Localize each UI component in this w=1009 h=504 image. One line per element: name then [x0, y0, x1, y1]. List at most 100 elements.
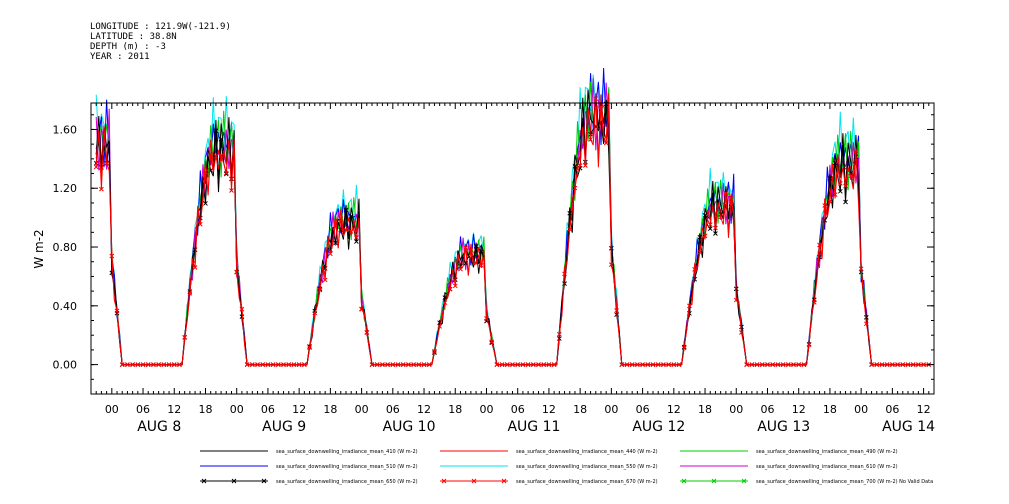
series-marker [863, 315, 869, 320]
series-marker [541, 362, 547, 367]
series-marker [343, 207, 349, 213]
series-marker [354, 239, 359, 244]
series-marker [572, 185, 578, 191]
series-marker [718, 214, 724, 220]
series-marker [515, 362, 521, 367]
x-tick-label: 12 [292, 403, 306, 416]
series-marker [843, 183, 848, 189]
x-tick-label: 18 [198, 403, 212, 416]
series-marker [609, 262, 614, 267]
series-marker [697, 249, 703, 255]
legend-label: sea_surface_downwelling_irradiance_mean_… [516, 479, 658, 485]
series-marker [374, 362, 380, 367]
x-tick-label: 12 [167, 403, 181, 416]
series-marker [135, 362, 141, 367]
series-marker [895, 362, 900, 367]
y-tick-label: 1.60 [53, 123, 78, 136]
series-marker [661, 362, 666, 367]
series-marker [317, 287, 323, 293]
series-line [95, 89, 929, 366]
series-marker [640, 362, 645, 367]
series-marker [432, 348, 437, 354]
series-marker [213, 153, 219, 159]
series-marker [400, 362, 406, 367]
series-marker [629, 362, 635, 367]
series-marker [229, 188, 234, 193]
series-marker [166, 362, 172, 367]
legend-label: sea_surface_downwelling_irradiance_mean_… [516, 464, 658, 470]
legend-marker [201, 478, 207, 484]
series-marker [312, 310, 318, 316]
legend-label: sea_surface_downwelling_irradiance_mean_… [756, 479, 933, 485]
series-line [95, 74, 929, 366]
series-marker [364, 330, 370, 336]
series-marker [156, 362, 162, 367]
series-marker [291, 362, 297, 367]
series-marker [687, 303, 692, 309]
series-marker [785, 362, 791, 367]
series-marker [707, 226, 713, 232]
series-marker [255, 362, 260, 367]
axes: 0.00 0.40 0.80 1.20 1.60 W m-2 00 06 12 18 00 06 12 1… [32, 103, 935, 435]
series-marker [510, 362, 515, 367]
series-marker [614, 308, 619, 313]
x-tick-label: 18 [823, 403, 837, 416]
series-marker [817, 242, 822, 248]
series-marker [551, 362, 557, 367]
x-tick-label: 12 [792, 403, 806, 416]
series-marker [182, 334, 188, 340]
series-marker [260, 362, 266, 367]
series-marker [556, 331, 562, 337]
series-marker [411, 362, 416, 367]
series-marker [452, 283, 458, 289]
series-marker [218, 153, 224, 158]
y-tick-label: 1.20 [53, 182, 78, 195]
series-line [95, 67, 929, 366]
series-marker [296, 362, 302, 367]
x-tick-label: 06 [885, 403, 899, 416]
year-label: YEAR : 2011 [90, 52, 150, 62]
series-marker [832, 160, 838, 166]
x-tick-label: 12 [667, 403, 681, 416]
series-marker [900, 362, 906, 367]
series-marker [780, 362, 786, 367]
series-marker [463, 245, 469, 251]
series-marker [447, 286, 453, 292]
series-marker [837, 181, 843, 186]
series-marker [837, 188, 843, 194]
x-tick-label: 06 [136, 403, 150, 416]
series-marker [588, 137, 593, 142]
series-marker [328, 251, 333, 257]
series-marker [916, 362, 921, 367]
x-tick-label: 00 [230, 403, 244, 416]
x-tick-label: 00 [105, 403, 119, 416]
x-tick-label: 06 [760, 403, 774, 416]
series-marker [187, 291, 193, 296]
legend-label: sea_surface_downwelling_irradiance_mean_… [756, 464, 898, 470]
series-marker [562, 271, 567, 277]
series-marker [858, 266, 864, 272]
legend-marker [681, 478, 687, 484]
series-marker [728, 196, 734, 201]
series-marker [109, 253, 115, 259]
series-marker [635, 362, 640, 367]
series-marker [380, 362, 385, 367]
series-marker [655, 362, 661, 367]
x-tick-label: 00 [729, 403, 743, 416]
depth-label: DEPTH (m) : -3 [90, 42, 166, 52]
series-line [95, 103, 929, 366]
series-marker [671, 362, 677, 367]
legend-marker [471, 478, 477, 484]
series-marker [223, 171, 229, 177]
series-marker [754, 362, 760, 367]
series-marker [822, 217, 828, 223]
series-marker [791, 362, 796, 367]
series-marker [806, 342, 812, 348]
x-tick-label: 06 [636, 403, 650, 416]
series-marker [93, 164, 99, 170]
x-day-label: AUG 10 [383, 419, 436, 435]
series-marker [395, 362, 401, 367]
series-marker [359, 307, 364, 312]
latitude-label: LATITUDE : 38.8N [90, 32, 177, 42]
series-marker [546, 362, 552, 367]
